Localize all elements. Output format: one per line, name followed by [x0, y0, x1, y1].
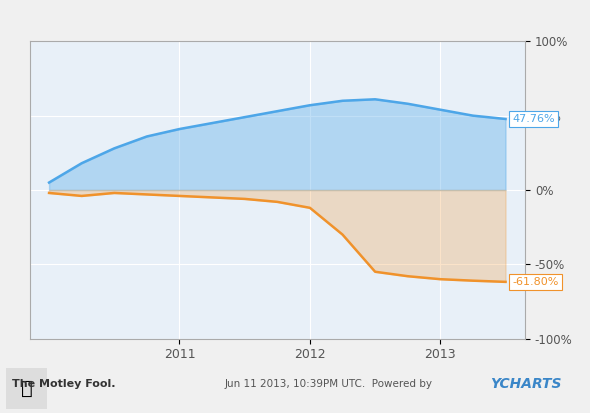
Text: YCHARTS: YCHARTS [490, 377, 561, 391]
Text: The Motley Fool.: The Motley Fool. [12, 379, 115, 389]
Text: 🎭: 🎭 [21, 379, 32, 398]
Text: Jun 11 2013, 10:39PM UTC.  Powered by: Jun 11 2013, 10:39PM UTC. Powered by [224, 379, 432, 389]
Text: 47.76%: 47.76% [513, 114, 555, 124]
Text: -61.80%: -61.80% [513, 277, 559, 287]
